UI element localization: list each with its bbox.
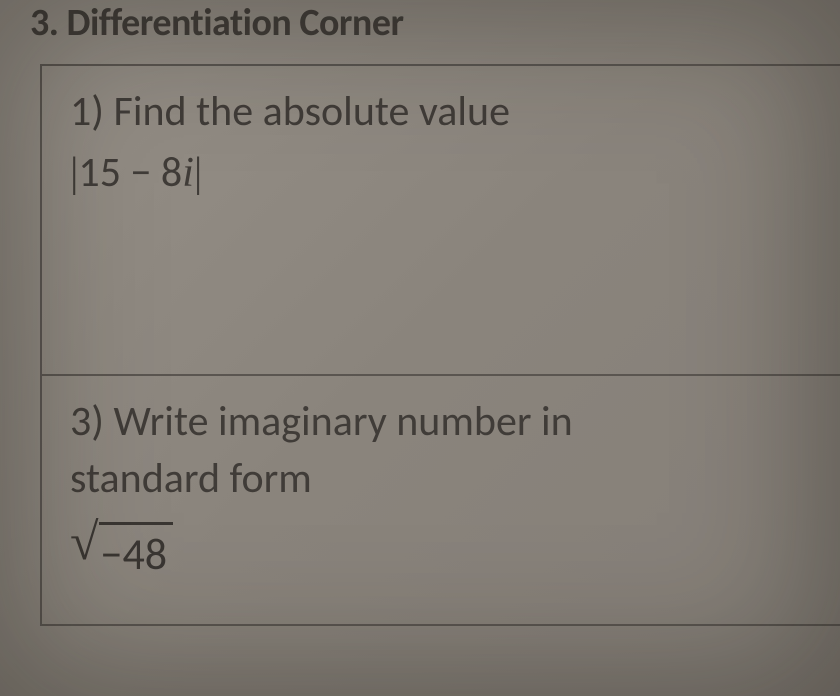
problem-1-number: 1) (70, 86, 104, 137)
abs-close: | (194, 149, 202, 197)
problem-1-prompt: 1) Find the absolute value (70, 84, 812, 141)
expr-b: 8 (161, 147, 182, 198)
problem-cell-1: 1) Find the absolute value |15 − 8i| (42, 66, 840, 376)
problem-cell-3: 3) Write imaginary number in standard fo… (42, 376, 840, 626)
problem-3-prompt-line1: 3) Write imaginary number in (70, 394, 812, 451)
problem-3-expression: √−48 (70, 519, 173, 578)
problem-1-text: Find the absolute value (114, 86, 510, 137)
section-header: 3. Differentiation Corner (0, 0, 840, 64)
problem-3-number: 3) (70, 396, 104, 447)
sqrt-icon: √ (70, 517, 99, 569)
problem-1-expression: |15 − 8i| (70, 147, 812, 198)
expr-i: i (182, 150, 194, 196)
problem-3-prompt-line2: standard form (70, 451, 812, 508)
radicand: −48 (99, 522, 174, 581)
problem-table: 1) Find the absolute value |15 − 8i| 3) … (40, 64, 840, 626)
problem-3-text2: standard form (70, 453, 312, 504)
expr-a: 15 (78, 147, 121, 198)
section-title-text: 3. Differentiation Corner (30, 0, 403, 46)
worksheet-page: 3. Differentiation Corner 1) Find the ab… (0, 0, 840, 626)
expr-op: − (121, 147, 161, 198)
problem-3-text1: Write imaginary number in (114, 396, 573, 447)
